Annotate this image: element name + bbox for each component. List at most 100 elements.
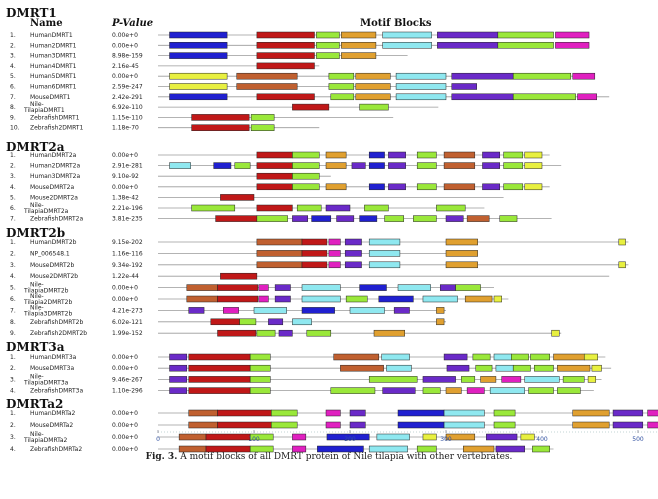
motif-block: [169, 31, 228, 39]
figure-caption: Fig. 3. A motif blocks of all DMRT prote…: [0, 452, 658, 462]
motif-block: [258, 284, 269, 291]
motif-block: [422, 387, 441, 394]
row-pvalue: 0.00e+0: [112, 410, 138, 417]
motif-block: [416, 151, 437, 159]
row-index: 6.: [10, 296, 16, 303]
motif-block: [413, 215, 437, 222]
motif-block: [306, 329, 332, 337]
motif-block: [256, 183, 293, 191]
row-index: 5.: [10, 285, 16, 292]
motif-block: [341, 52, 377, 59]
axis-tick-label: 200: [344, 436, 356, 443]
motif-block: [443, 151, 476, 159]
motif-block: [169, 353, 188, 361]
group-title: DMRT2a: [6, 140, 65, 154]
motif-block: [256, 215, 288, 222]
motif-block: [169, 364, 188, 372]
motif-block: [395, 72, 447, 80]
motif-block: [480, 376, 497, 383]
motif-block: [258, 295, 269, 303]
motif-block: [169, 376, 188, 383]
motif-block: [292, 433, 307, 441]
axis-tick-label: 400: [536, 436, 548, 443]
motif-block: [178, 433, 207, 441]
row-index: 4.: [10, 273, 16, 280]
motif-block: [256, 261, 303, 269]
motif-block: [436, 307, 445, 314]
motif-block: [647, 409, 658, 417]
motif-block: [612, 409, 644, 417]
motif-block: [501, 376, 522, 383]
row-pvalue: 1.16e-116: [112, 250, 143, 257]
motif-block: [489, 387, 525, 394]
motif-block: [169, 162, 191, 169]
row-pvalue: 0.00e+0: [112, 434, 138, 441]
motif-block: [188, 353, 251, 361]
motif-block: [618, 261, 626, 269]
motif-block: [349, 409, 366, 417]
motif-block: [325, 183, 347, 191]
motif-block: [577, 93, 597, 101]
row-index: 10.: [10, 125, 20, 132]
motif-block: [437, 31, 499, 39]
motif-block: [188, 364, 251, 372]
row-index: 6.: [10, 205, 16, 212]
motif-block: [217, 329, 257, 337]
motif-block: [186, 295, 218, 303]
motif-block: [493, 295, 502, 303]
motif-block: [368, 183, 385, 191]
row-pvalue: 0.00e+0: [112, 365, 138, 372]
motif-block: [382, 387, 416, 394]
motif-block: [443, 409, 485, 417]
motif-block: [301, 307, 335, 314]
motif-block: [217, 295, 259, 303]
motif-block: [256, 250, 303, 257]
motif-block: [382, 42, 432, 49]
motif-block: [328, 83, 355, 90]
motif-block: [443, 162, 476, 169]
row-pvalue: 6.92e-110: [112, 104, 143, 111]
motif-block: [445, 250, 478, 257]
row-name: Nile-: [30, 101, 44, 108]
motif-block: [493, 409, 516, 417]
motif-block: [301, 295, 341, 303]
row-index: 8.: [10, 319, 16, 326]
row-index: 6.: [10, 84, 16, 91]
motif-block: [355, 72, 391, 80]
row-pvalue: 0.00e+0: [112, 296, 138, 303]
motif-block: [215, 215, 258, 222]
motif-block: [268, 318, 284, 326]
row-name: Mouse2DMRT2a: [30, 194, 78, 201]
row-name: ZebrafishDMRTa2: [30, 446, 82, 453]
row-index: 2.: [10, 365, 16, 372]
row-name: Mouse2DMRT2b: [30, 273, 78, 280]
motif-block: [524, 376, 560, 383]
motif-block: [503, 183, 524, 191]
row-pvalue: 0.00e+0: [112, 42, 138, 49]
motif-block: [368, 445, 408, 453]
motif-block: [292, 103, 330, 111]
row-pvalue: 0.00e+0: [112, 32, 138, 39]
motif-block: [249, 387, 271, 394]
motif-block: [373, 329, 405, 337]
motif-block: [503, 151, 524, 159]
row-index: 2.: [10, 422, 16, 429]
motif-block: [325, 151, 347, 159]
motif-block: [256, 204, 293, 212]
row-index: 7.: [10, 216, 16, 223]
motif-block: [364, 204, 389, 212]
row-pvalue: 9.34e-192: [112, 262, 143, 269]
row-name: HumanDMRTa2: [30, 410, 76, 417]
motif-block: [455, 284, 481, 291]
row-name: Nile-: [30, 282, 44, 289]
motif-block: [292, 183, 320, 191]
motif-block: [359, 284, 387, 291]
motif-block: [301, 284, 341, 291]
row-index: 4.: [10, 63, 16, 70]
row-pvalue: 9.46e-267: [112, 376, 143, 383]
motif-block: [311, 215, 332, 222]
motif-block: [436, 204, 466, 212]
row-name: TilapiaDMRT2a: [23, 208, 69, 215]
motif-block: [274, 295, 291, 303]
